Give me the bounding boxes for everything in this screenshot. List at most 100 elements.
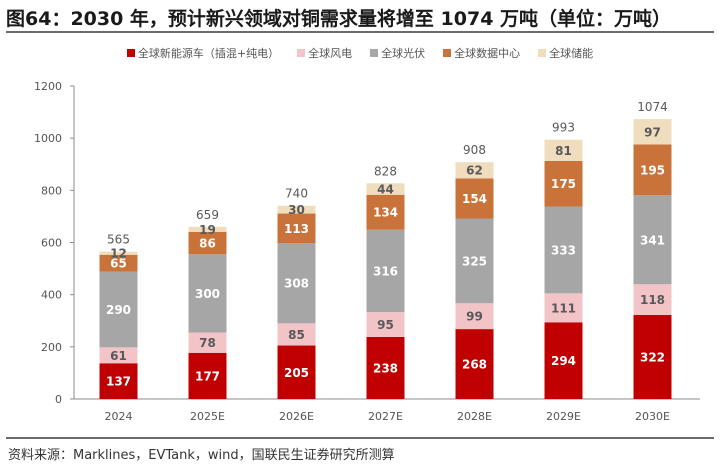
y-tick-label: 600 xyxy=(41,237,62,250)
bar-total-label: 740 xyxy=(285,187,308,201)
bar-segment-label: 137 xyxy=(106,375,131,389)
bar-segment xyxy=(544,206,583,294)
bar-segment-label: 195 xyxy=(640,163,665,177)
bar-segment xyxy=(366,312,405,337)
bar-segment xyxy=(455,218,494,304)
x-tick-label: 2029E xyxy=(546,410,581,423)
bar-segment xyxy=(188,231,227,255)
y-tick-label: 400 xyxy=(41,289,62,302)
bar-segment-label: 177 xyxy=(195,369,220,383)
bar-segment-label: 113 xyxy=(284,222,309,236)
bar-segment-label: 154 xyxy=(462,192,487,206)
source-divider xyxy=(6,437,714,439)
bar-segment-label: 325 xyxy=(462,254,487,268)
bar-segment-label: 86 xyxy=(199,237,216,251)
bar-segment-label: 308 xyxy=(284,277,309,291)
bar-segment xyxy=(99,251,138,255)
bar-segment-label: 78 xyxy=(199,336,216,350)
bar-segment-label: 12 xyxy=(110,247,127,261)
bar-segment-label: 300 xyxy=(195,287,220,301)
legend-item-wind: 全球风电 xyxy=(297,45,352,61)
bar-segment-label: 118 xyxy=(640,293,665,307)
x-tick-label: 2024 xyxy=(105,410,133,423)
y-tick-label: 1000 xyxy=(34,132,62,145)
bar-segment xyxy=(188,226,227,232)
legend-swatch xyxy=(126,49,135,57)
bar-segment xyxy=(366,183,405,195)
x-tick-label: 2028E xyxy=(457,410,492,423)
bar-segment-label: 65 xyxy=(110,257,127,271)
bar-segment xyxy=(188,254,227,333)
bar-total-label: 908 xyxy=(463,143,486,157)
bar-segment xyxy=(633,315,672,399)
legend-label: 全球光伏 xyxy=(381,47,426,60)
bar-segment xyxy=(633,284,672,316)
bar-segment-label: 205 xyxy=(284,366,309,380)
bar-segment-label: 81 xyxy=(555,144,572,158)
bar-total-label: 993 xyxy=(552,121,575,135)
legend-label: 全球风电 xyxy=(308,47,353,60)
bar-segment xyxy=(99,347,138,364)
bar-segment-label: 268 xyxy=(462,358,487,372)
bar-segment-label: 134 xyxy=(373,206,398,220)
bar-segment xyxy=(544,160,583,207)
bar-segment xyxy=(99,271,138,348)
legend-item-solar: 全球光伏 xyxy=(370,45,425,61)
legend: 全球新能源车（插混+纯电） 全球风电 全球光伏 全球数据中心 全球储能 xyxy=(0,45,720,61)
bar-total-label: 659 xyxy=(196,208,219,222)
bar-segment xyxy=(455,162,494,179)
legend-label: 全球数据中心 xyxy=(454,47,521,60)
bar-segment xyxy=(277,205,316,214)
x-tick-label: 2027E xyxy=(368,410,403,423)
bar-segment xyxy=(633,144,672,196)
bar-segment-label: 97 xyxy=(644,125,661,139)
bar-segment-label: 316 xyxy=(373,264,398,278)
source-note: 资料来源：Marklines，EVTank，wind，国联民生证券研究所测算 xyxy=(8,448,395,463)
legend-item-storage: 全球储能 xyxy=(538,45,593,61)
x-tick-label: 2030E xyxy=(635,410,670,423)
y-tick-label: 0 xyxy=(55,393,62,406)
bar-segment xyxy=(366,194,405,230)
legend-item-nev: 全球新能源车（插混+纯电） xyxy=(126,45,280,61)
bar-segment xyxy=(188,352,227,399)
bar-segment xyxy=(455,329,494,399)
bar-segment-label: 62 xyxy=(466,164,483,178)
bar-segment-label: 19 xyxy=(199,223,216,237)
bar-segment-label: 99 xyxy=(466,310,483,324)
bar-segment xyxy=(99,363,138,399)
bar-segment-label: 30 xyxy=(288,203,305,217)
legend-swatch xyxy=(297,49,306,57)
bar-segment-label: 175 xyxy=(551,177,576,191)
x-tick-label: 2026E xyxy=(279,410,314,423)
bar-segment-label: 238 xyxy=(373,361,398,375)
legend-label: 全球新能源车（插混+纯电） xyxy=(137,47,280,60)
title-divider xyxy=(6,31,714,33)
bar-segment xyxy=(544,293,583,323)
bar-segment-label: 111 xyxy=(551,301,576,315)
legend-swatch xyxy=(538,49,547,57)
bar-segment xyxy=(455,178,494,219)
legend-item-datacenter: 全球数据中心 xyxy=(443,45,520,61)
bar-total-label: 828 xyxy=(374,164,397,178)
bar-segment-label: 44 xyxy=(377,183,394,197)
bar-segment-label: 322 xyxy=(640,351,665,365)
legend-swatch xyxy=(370,49,379,57)
bar-segment-label: 290 xyxy=(106,303,131,317)
bar-total-label: 565 xyxy=(107,233,130,247)
bar-segment xyxy=(366,336,405,399)
y-tick-label: 200 xyxy=(41,341,62,354)
bar-segment xyxy=(633,119,672,145)
bar-segment xyxy=(544,139,583,161)
legend-swatch xyxy=(443,49,452,57)
y-tick-label: 1200 xyxy=(34,80,62,93)
bar-segment xyxy=(277,345,316,399)
bar-segment-label: 61 xyxy=(110,349,127,363)
bar-segment-label: 95 xyxy=(377,318,394,332)
y-tick-label: 800 xyxy=(41,184,62,197)
bar-segment-label: 333 xyxy=(551,243,576,257)
bar-total-label: 1074 xyxy=(637,100,668,114)
bar-segment xyxy=(99,254,138,272)
bar-segment-label: 294 xyxy=(551,354,576,368)
bar-segment-label: 85 xyxy=(288,328,305,342)
